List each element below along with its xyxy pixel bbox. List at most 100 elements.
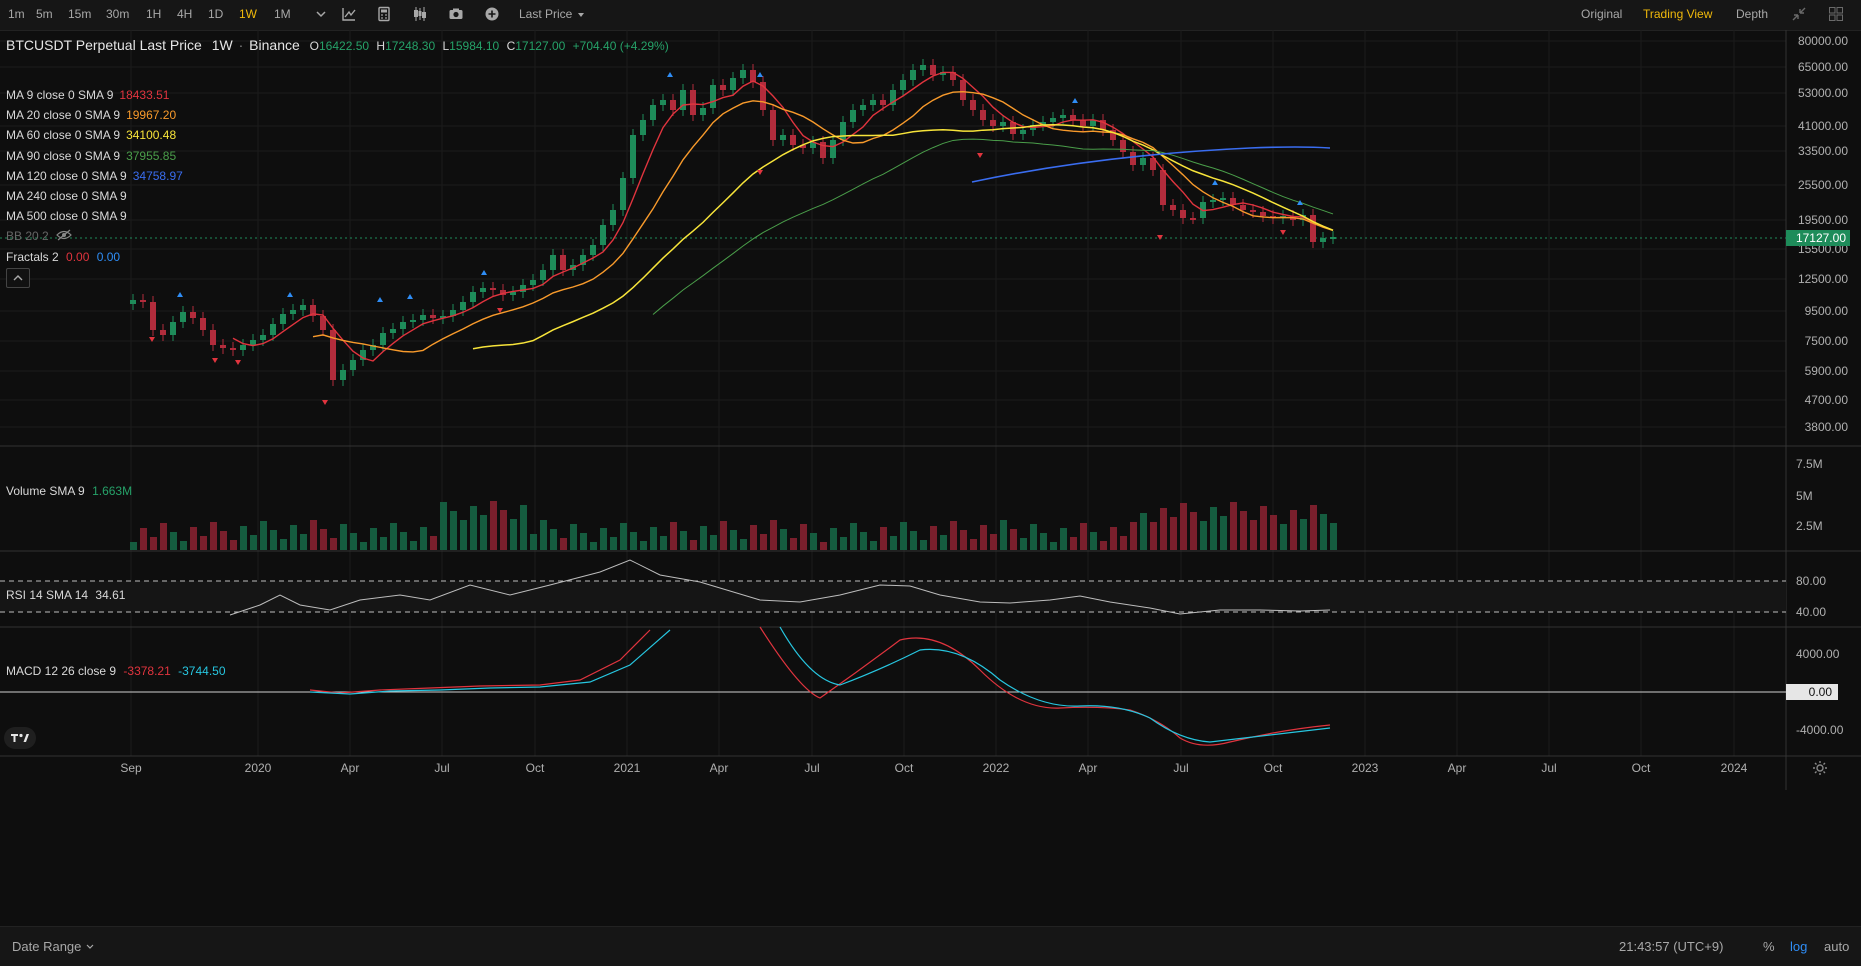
candle-body bbox=[150, 302, 156, 330]
price-axis-label: 33500.00 bbox=[1798, 144, 1848, 158]
volume-axis-label: 2.5M bbox=[1796, 519, 1823, 533]
volume-bar bbox=[530, 534, 537, 550]
candle-body bbox=[950, 72, 956, 80]
interval-1w[interactable]: 1W bbox=[239, 7, 257, 21]
volume-bar bbox=[890, 536, 897, 550]
rsi-axis-label: 40.00 bbox=[1796, 605, 1826, 619]
symbol-exchange: Binance bbox=[249, 37, 300, 53]
indicators-icon[interactable] bbox=[341, 6, 357, 22]
volume-bar bbox=[680, 531, 687, 550]
time-axis-label: Jul bbox=[804, 761, 819, 775]
eye-off-icon[interactable] bbox=[56, 229, 72, 244]
candle-body bbox=[530, 280, 536, 285]
volume-bar bbox=[420, 527, 427, 550]
time-axis-label: 2021 bbox=[614, 761, 641, 775]
interval-1d[interactable]: 1D bbox=[208, 7, 224, 21]
candle-body bbox=[970, 100, 976, 110]
volume-bar bbox=[1280, 524, 1287, 550]
volume-bar bbox=[410, 541, 417, 550]
volume-bar bbox=[210, 522, 217, 550]
candle-body bbox=[1210, 200, 1216, 202]
percent-scale-toggle[interactable]: % bbox=[1763, 939, 1775, 954]
date-range-button[interactable]: Date Range bbox=[12, 939, 95, 954]
volume-bar bbox=[1170, 517, 1177, 550]
ma-legend-item: MA 9 close 0 SMA 9 18433.51 bbox=[6, 88, 169, 102]
interval-30m[interactable]: 30m bbox=[106, 7, 130, 21]
volume-bar bbox=[310, 520, 317, 550]
interval-1h[interactable]: 1H bbox=[146, 7, 162, 21]
time-axis-label: Apr bbox=[710, 761, 729, 775]
macd-axis-label: 4000.00 bbox=[1796, 647, 1840, 661]
volume-bar bbox=[750, 525, 757, 550]
candle-body bbox=[240, 345, 246, 350]
macd-label: MACD 12 26 close 9 bbox=[6, 664, 117, 678]
add-icon[interactable] bbox=[484, 6, 500, 22]
interval-4h[interactable]: 4H bbox=[177, 7, 193, 21]
candle-body bbox=[690, 90, 696, 115]
rsi-axis-label: 80.00 bbox=[1796, 574, 1826, 588]
volume-bar bbox=[910, 531, 917, 550]
volume-bar bbox=[730, 530, 737, 550]
candlestick-icon[interactable] bbox=[412, 6, 428, 22]
candle-body bbox=[820, 142, 826, 158]
auto-scale-toggle[interactable]: auto bbox=[1824, 939, 1850, 954]
volume-bar bbox=[1330, 523, 1337, 550]
view-depth[interactable]: Depth bbox=[1736, 7, 1769, 21]
price-axis-label: 41000.00 bbox=[1798, 119, 1848, 133]
collapse-icon[interactable] bbox=[1791, 6, 1807, 22]
volume-bar bbox=[830, 528, 837, 550]
candle-body bbox=[730, 78, 736, 90]
volume-bar bbox=[1100, 541, 1107, 550]
candle-body bbox=[1190, 218, 1196, 220]
clock-time[interactable]: 21:43:57 (UTC+9) bbox=[1619, 939, 1724, 954]
rsi-band bbox=[0, 581, 1786, 612]
interval-5m[interactable]: 5m bbox=[36, 7, 53, 21]
candle-body bbox=[410, 320, 416, 322]
interval-1m[interactable]: 1M bbox=[274, 7, 291, 21]
volume-bar bbox=[860, 532, 867, 550]
time-axis-label: Jul bbox=[1173, 761, 1188, 775]
price-axis-label: 19500.00 bbox=[1798, 213, 1848, 227]
log-scale-toggle[interactable]: log bbox=[1790, 939, 1808, 954]
camera-icon[interactable] bbox=[448, 6, 464, 22]
tradingview-logo-icon bbox=[11, 733, 29, 742]
candle-body bbox=[790, 135, 796, 145]
ma-legend-item: MA 120 close 0 SMA 9 34758.97 bbox=[6, 169, 183, 183]
volume-bar bbox=[940, 535, 947, 550]
candle-body bbox=[300, 305, 306, 310]
chart-area[interactable]: 80000.00 65000.00 53000.00 41000.00 33500.00… bbox=[0, 30, 1861, 926]
volume-bar bbox=[920, 540, 927, 550]
tradingview-logo[interactable] bbox=[4, 727, 36, 749]
calculator-icon[interactable] bbox=[376, 6, 392, 22]
candle-body bbox=[550, 255, 556, 270]
settings-gear-icon[interactable] bbox=[1812, 760, 1828, 781]
candle-body bbox=[310, 305, 316, 316]
candle-body bbox=[250, 340, 256, 345]
volume-bar bbox=[520, 505, 527, 550]
low-label: L bbox=[442, 39, 450, 53]
chevron-down-icon[interactable] bbox=[313, 6, 329, 22]
candle-body bbox=[380, 333, 386, 345]
volume-bar bbox=[1260, 506, 1267, 550]
candle-body bbox=[1310, 215, 1316, 242]
volume-bar bbox=[1040, 533, 1047, 550]
candle-body bbox=[660, 100, 666, 105]
interval-1m[interactable]: 1m bbox=[8, 7, 25, 21]
price-type-select[interactable]: Last Price bbox=[519, 7, 586, 21]
volume-bar bbox=[1050, 542, 1057, 550]
fractal-up-marker bbox=[287, 292, 293, 297]
volume-legend: Volume SMA 9 1.663M bbox=[6, 484, 132, 498]
time-axis-label: 2024 bbox=[1721, 761, 1748, 775]
layout-grid-icon[interactable] bbox=[1828, 6, 1844, 22]
interval-15m[interactable]: 15m bbox=[68, 7, 92, 21]
bb-legend[interactable]: BB 20 2 bbox=[6, 229, 72, 244]
view-trading-view[interactable]: Trading View bbox=[1643, 7, 1713, 21]
volume-bar bbox=[570, 524, 577, 550]
ma-legend-item: MA 60 close 0 SMA 9 34100.48 bbox=[6, 128, 176, 142]
view-original[interactable]: Original bbox=[1581, 7, 1623, 21]
candle-body bbox=[670, 100, 676, 110]
candle-body bbox=[540, 270, 546, 280]
chart-canvas[interactable]: 80000.00 65000.00 53000.00 41000.00 33500.00… bbox=[0, 30, 1861, 926]
fractal-down-marker bbox=[149, 337, 155, 342]
collapse-legend-button[interactable] bbox=[6, 268, 30, 288]
